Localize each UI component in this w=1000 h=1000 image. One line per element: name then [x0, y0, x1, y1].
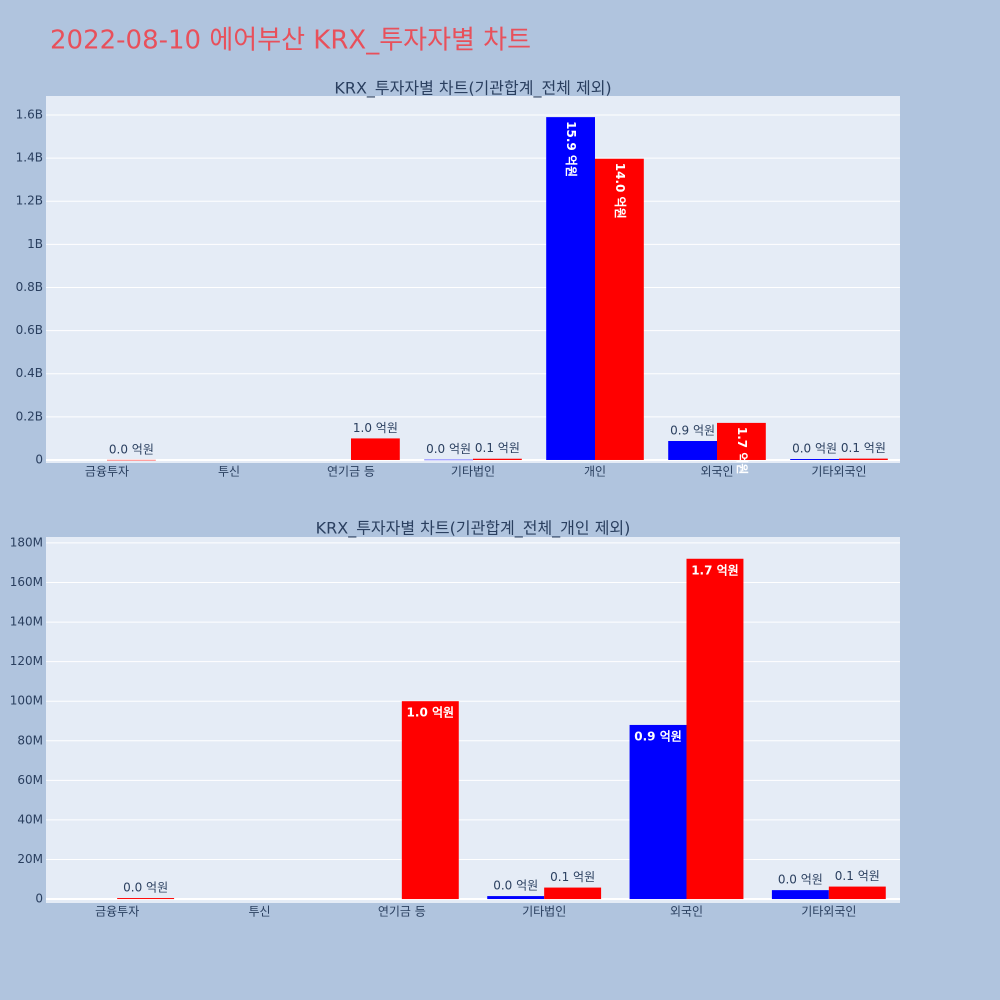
bar: [487, 896, 545, 900]
data-label: 1.0 억원: [407, 706, 455, 720]
data-label: 0.0 억원: [493, 879, 538, 893]
bar: [839, 458, 888, 460]
data-label: 0.0 억원: [123, 881, 168, 895]
bar: [473, 458, 522, 460]
bar: [401, 701, 459, 900]
data-label: 14.0 억원: [613, 163, 627, 219]
y-tick-label: 0.4B: [16, 366, 43, 380]
data-label: 15.9 억원: [564, 121, 578, 177]
x-tick-label: 기타법인: [522, 905, 566, 919]
data-label: 0.1 억원: [475, 441, 520, 455]
y-tick-label: 1B: [27, 237, 43, 251]
x-tick-label: 외국인: [700, 465, 733, 479]
x-tick-label: 기타법인: [451, 465, 495, 479]
x-tick-label: 연기금 등: [378, 905, 426, 919]
x-tick-label: 투신: [248, 905, 270, 919]
bar: [717, 422, 766, 460]
y-tick-label: 1.2B: [16, 194, 43, 208]
x-tick-label: 개인: [584, 465, 606, 479]
data-label: 1.7 억원: [735, 427, 749, 475]
plot-area: [46, 96, 900, 463]
y-tick-label: 0.2B: [16, 409, 43, 423]
y-tick-label: 80M: [17, 733, 43, 747]
y-tick-label: 0.6B: [16, 323, 43, 337]
data-label: 0.1 억원: [835, 869, 880, 883]
x-tick-label: 금융투자: [95, 905, 139, 919]
data-label: 0.9 억원: [670, 424, 715, 438]
data-label: 0.1 억원: [841, 441, 886, 455]
x-tick-label: 연기금 등: [327, 465, 375, 479]
x-tick-label: 외국인: [670, 905, 703, 919]
y-tick-label: 140M: [10, 615, 43, 629]
y-tick-label: 0: [35, 892, 43, 906]
bar: [351, 438, 400, 460]
y-tick-label: 1.4B: [16, 151, 43, 165]
bar: [107, 459, 156, 461]
y-tick-label: 0: [35, 452, 43, 466]
data-label: 0.0 억원: [109, 442, 154, 456]
bar: [595, 158, 644, 460]
bar: [668, 441, 717, 460]
bar: [629, 724, 687, 900]
y-tick-label: 40M: [17, 812, 43, 826]
x-tick-label: 기타외국인: [801, 905, 856, 919]
bar: [546, 117, 595, 460]
bar: [790, 459, 839, 460]
y-tick-label: 120M: [10, 654, 43, 668]
bar: [828, 886, 886, 900]
data-label: 0.0 억원: [426, 442, 471, 456]
y-tick-label: 180M: [10, 535, 43, 549]
data-label: 0.1 억원: [550, 870, 595, 884]
y-tick-label: 0.8B: [16, 280, 43, 294]
data-label: 1.0 억원: [353, 421, 398, 435]
y-tick-label: 60M: [17, 773, 43, 787]
x-tick-label: 투신: [218, 465, 240, 479]
page-title: 2022-08-10 에어부산 KRX_투자자별 차트: [50, 26, 531, 56]
bar: [544, 887, 602, 900]
y-tick-label: 100M: [10, 694, 43, 708]
bar: [424, 459, 473, 461]
data-label: 0.0 억원: [778, 873, 823, 887]
chart-title: KRX_투자자별 차트(기관합계_전체 제외): [334, 79, 611, 99]
x-tick-label: 금융투자: [85, 465, 129, 479]
x-tick-label: 기타외국인: [811, 465, 866, 479]
bar: [686, 558, 744, 900]
data-label: 0.9 억원: [634, 729, 682, 743]
y-tick-label: 1.6B: [16, 107, 43, 121]
data-label: 0.0 억원: [792, 442, 837, 456]
chart-title: KRX_투자자별 차트(기관합계_전체_개인 제외): [316, 519, 631, 539]
bar: [771, 890, 829, 900]
y-tick-label: 20M: [17, 852, 43, 866]
y-tick-label: 160M: [10, 575, 43, 589]
data-label: 1.7 억원: [691, 563, 739, 577]
bar: [117, 898, 175, 900]
plot-area: [46, 537, 900, 903]
